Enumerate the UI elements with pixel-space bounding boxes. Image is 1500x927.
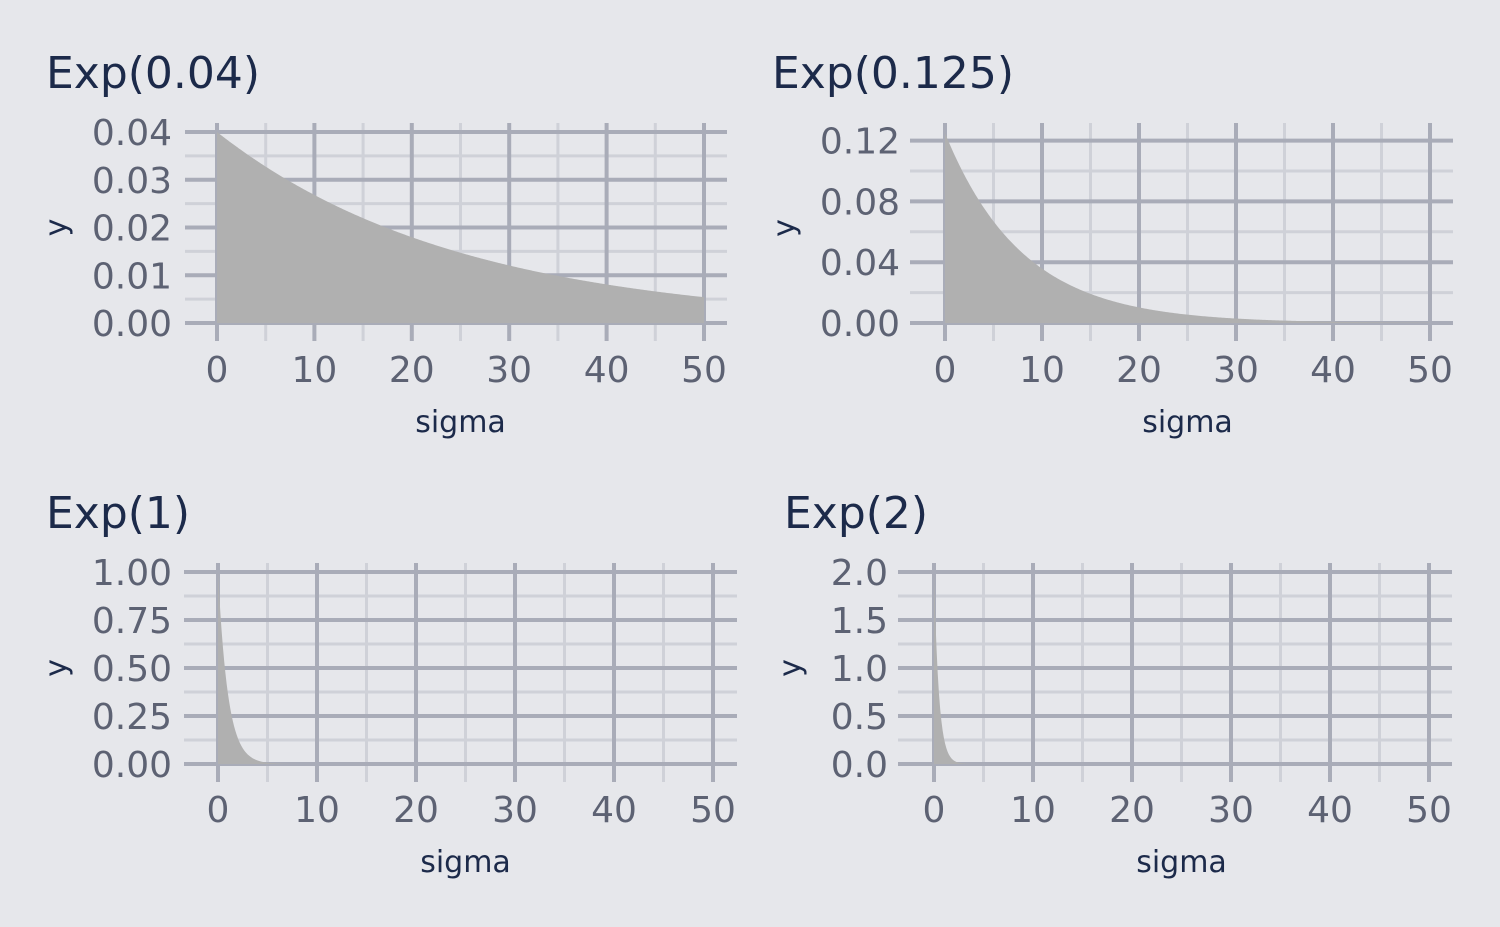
panel-title: Exp(0.04)	[46, 48, 260, 99]
x-tick-label: 50	[681, 350, 727, 391]
x-tick-label: 30	[486, 350, 532, 391]
y-axis-label: y	[773, 659, 808, 677]
panel-title: Exp(2)	[784, 488, 928, 539]
x-tick-label: 10	[1019, 350, 1065, 391]
panel-exp-0-125: 0.00 0.04 0.08 0.12 0 10 20 30 40 50 sigma y Exp(0.1…	[767, 48, 1453, 440]
x-tick-label: 20	[389, 350, 435, 391]
x-axis-label: sigma	[1142, 405, 1233, 440]
x-tick-label: 50	[690, 790, 736, 831]
y-tick-label: 0.01	[92, 256, 172, 297]
y-tick-label: 0.00	[92, 304, 172, 345]
y-tick-label: 0.08	[820, 182, 900, 223]
panel-title: Exp(1)	[46, 488, 190, 539]
x-tick-label: 40	[584, 350, 630, 391]
y-axis-label: y	[39, 219, 74, 237]
x-tick-label: 20	[1109, 790, 1155, 831]
x-tick-label: 20	[393, 790, 439, 831]
y-tick-label: 1.00	[92, 553, 172, 594]
y-tick-label: 0.25	[92, 697, 172, 738]
y-tick-label: 0.00	[820, 304, 900, 345]
x-tick-label: 30	[1213, 350, 1259, 391]
panel-exp-1: 0.00 0.25 0.50 0.75 1.00 0 10 20 30 40 50 sigma y Exp…	[39, 488, 737, 880]
panel-exp-0-04: 0.00 0.01 0.02 0.03 0.04 0 10 20 30 40 50 sigma y Exp…	[39, 48, 727, 440]
y-axis-label: y	[767, 219, 802, 237]
y-tick-label: 0.03	[92, 161, 172, 202]
y-tick-label: 1.5	[831, 601, 888, 642]
x-tick-label: 10	[291, 350, 337, 391]
x-tick-label: 10	[294, 790, 340, 831]
y-tick-label: 0.75	[92, 601, 172, 642]
y-tick-label: 0.00	[92, 745, 172, 786]
x-tick-label: 0	[934, 350, 957, 391]
x-axis-label: sigma	[420, 845, 511, 880]
x-tick-label: 40	[1307, 790, 1353, 831]
x-tick-label: 0	[206, 350, 229, 391]
x-tick-label: 10	[1010, 790, 1056, 831]
y-axis-label: y	[39, 659, 74, 677]
y-tick-label: 0.04	[92, 113, 172, 154]
x-tick-label: 50	[1407, 350, 1453, 391]
y-tick-label: 2.0	[831, 553, 888, 594]
x-tick-label: 30	[492, 790, 538, 831]
panel-title: Exp(0.125)	[772, 48, 1014, 99]
y-tick-label: 0.02	[92, 209, 172, 250]
density-area	[217, 132, 704, 323]
y-tick-label: 0.5	[831, 697, 888, 738]
y-tick-label: 1.0	[831, 649, 888, 690]
y-tick-label: 0.0	[831, 745, 888, 786]
x-tick-label: 30	[1208, 790, 1254, 831]
y-tick-label: 0.50	[92, 649, 172, 690]
x-axis-label: sigma	[1136, 845, 1227, 880]
panel-exp-2: 0.0 0.5 1.0 1.5 2.0 0 10 20 30 40 50 sigma y Exp(2)	[773, 488, 1452, 880]
x-tick-label: 20	[1116, 350, 1162, 391]
x-tick-label: 40	[591, 790, 637, 831]
x-axis-label: sigma	[415, 405, 506, 440]
y-tick-label: 0.12	[820, 122, 900, 163]
x-tick-label: 40	[1310, 350, 1356, 391]
x-tick-label: 50	[1406, 790, 1452, 831]
density-area	[945, 133, 1430, 323]
x-tick-label: 0	[207, 790, 230, 831]
x-tick-label: 0	[923, 790, 946, 831]
y-tick-label: 0.04	[820, 243, 900, 284]
